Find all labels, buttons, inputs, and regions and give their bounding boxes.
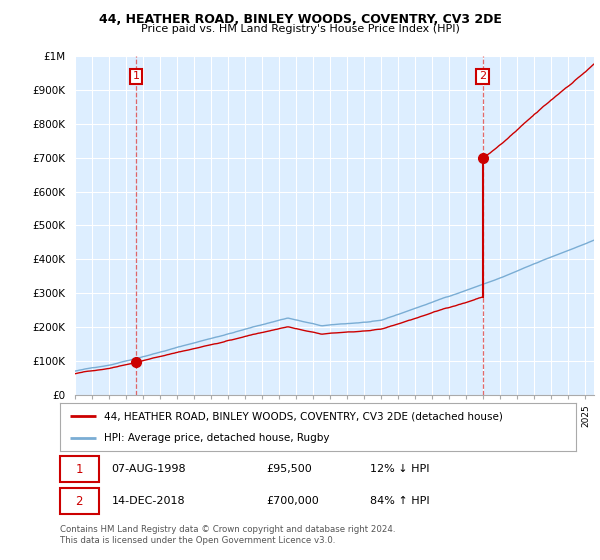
Text: Contains HM Land Registry data © Crown copyright and database right 2024.
This d: Contains HM Land Registry data © Crown c…: [60, 525, 395, 545]
Text: Price paid vs. HM Land Registry's House Price Index (HPI): Price paid vs. HM Land Registry's House …: [140, 24, 460, 34]
Text: 1: 1: [133, 71, 139, 81]
Text: 14-DEC-2018: 14-DEC-2018: [112, 496, 185, 506]
Text: £700,000: £700,000: [266, 496, 319, 506]
FancyBboxPatch shape: [60, 488, 98, 514]
Text: 84% ↑ HPI: 84% ↑ HPI: [370, 496, 429, 506]
FancyBboxPatch shape: [60, 456, 98, 482]
Text: 44, HEATHER ROAD, BINLEY WOODS, COVENTRY, CV3 2DE: 44, HEATHER ROAD, BINLEY WOODS, COVENTRY…: [98, 13, 502, 26]
Text: 07-AUG-1998: 07-AUG-1998: [112, 464, 186, 474]
Text: 2: 2: [479, 71, 486, 81]
Text: 12% ↓ HPI: 12% ↓ HPI: [370, 464, 429, 474]
Text: £95,500: £95,500: [266, 464, 312, 474]
Text: 1: 1: [76, 463, 83, 475]
Text: HPI: Average price, detached house, Rugby: HPI: Average price, detached house, Rugb…: [104, 433, 329, 443]
Text: 44, HEATHER ROAD, BINLEY WOODS, COVENTRY, CV3 2DE (detached house): 44, HEATHER ROAD, BINLEY WOODS, COVENTRY…: [104, 411, 503, 421]
Text: 2: 2: [76, 494, 83, 508]
